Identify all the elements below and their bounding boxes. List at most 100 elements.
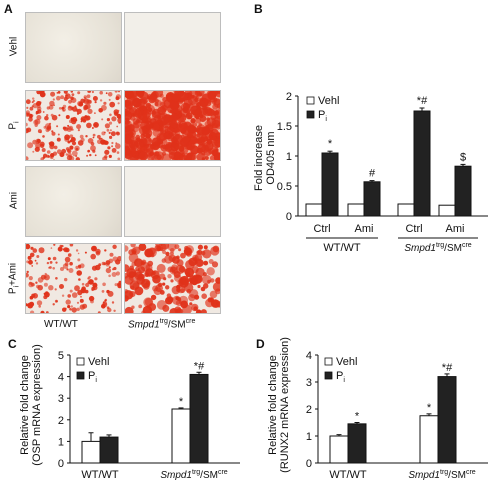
stain-spot [79, 298, 84, 303]
stain-spot [190, 143, 194, 147]
stain-spot [46, 150, 51, 154]
bar-pi-3 [454, 165, 472, 217]
stain-spot [71, 141, 77, 146]
stain-spot [189, 302, 193, 306]
stain-spot [49, 261, 53, 264]
stain-spot [125, 117, 130, 122]
stain-spot [132, 97, 142, 108]
stain-spot [69, 261, 73, 266]
stain-spot [30, 310, 35, 313]
stain-spot [125, 245, 129, 252]
stain-spot [125, 119, 130, 125]
stain-spot [32, 150, 35, 153]
panel-d-chart: D 0 1 2 3 4 Relative fold change (RUNX2 mRNA ex… [256, 337, 488, 481]
bar-pi-0 [347, 423, 367, 464]
y-tick-label-0: 0 [58, 458, 64, 470]
stain-spot [142, 109, 152, 118]
stain-spot [36, 138, 41, 144]
stain-spot [79, 304, 85, 310]
stain-spot [159, 105, 167, 113]
stain-spot [170, 279, 174, 283]
stain-spot [78, 264, 82, 268]
stain-spot [165, 285, 170, 290]
group-label-wt: WT/WT [323, 242, 361, 254]
stain-spot [195, 309, 202, 313]
stain-spot [172, 295, 182, 305]
panel-letter: C [8, 337, 17, 351]
stain-spot [53, 244, 56, 246]
stain-spot [39, 131, 42, 134]
stain-spot [201, 274, 212, 285]
stain-spot [200, 286, 206, 292]
stain-spot [194, 294, 200, 300]
stain-spot [99, 99, 103, 102]
y-tick-label-3: 1.5 [277, 121, 292, 133]
annotation-pi-1: *# [442, 362, 453, 374]
stain-spot [87, 108, 93, 114]
micrograph-r0-c1 [124, 12, 221, 83]
stain-spot [130, 150, 135, 156]
stain-spot [118, 91, 120, 93]
stain-spot [91, 91, 94, 94]
stain-spot [58, 107, 62, 110]
stain-spot [36, 300, 43, 306]
bar-vehl-0 [81, 440, 101, 464]
stain-spot [104, 155, 108, 159]
stain-spot [70, 117, 75, 122]
y-tick-label-4: 4 [58, 372, 64, 384]
stain-spot [151, 137, 162, 147]
stain-spot [104, 299, 107, 302]
stain-spot [54, 288, 57, 291]
stain-spot [197, 244, 203, 250]
stain-spot [26, 122, 28, 127]
stain-spot [191, 266, 199, 274]
stain-spot [173, 133, 180, 140]
stain-spot [201, 93, 212, 103]
stain-spot [79, 263, 85, 269]
stain-spot [77, 91, 81, 95]
stain-spot [31, 293, 36, 298]
stain-spot [80, 137, 85, 142]
stain-spot [50, 91, 56, 97]
stain-spot [111, 148, 117, 153]
stain-spot [27, 142, 34, 149]
stain-spot [104, 131, 106, 134]
stain-spot [69, 244, 74, 247]
stain-spot [94, 101, 97, 104]
stain-spot [27, 255, 32, 260]
stain-spot [200, 102, 207, 110]
stain-spot [100, 137, 103, 140]
stain-spot [84, 103, 91, 110]
stain-spot [31, 265, 33, 267]
stain-spot [116, 131, 120, 136]
stain-spot [101, 290, 105, 293]
stain-spot [64, 262, 69, 266]
annotation-0: * [328, 138, 333, 150]
stain-spot [150, 294, 157, 301]
stain-spot [212, 100, 217, 105]
stain-spot [38, 305, 41, 308]
stain-spot [176, 284, 186, 294]
y-axis-label: Fold increase OD405 nm [253, 125, 277, 191]
stain-spot [38, 247, 45, 254]
stain-spot [180, 252, 186, 259]
x-tick-label-smpd1: Smpd1trg/SMcre [408, 469, 475, 481]
annotation-vehl-1: * [427, 402, 432, 414]
y-tick-label-2: 2 [306, 404, 312, 416]
stain-spot [95, 248, 101, 255]
stain-spot [32, 248, 38, 253]
x-tick-label-smpd1: Smpd1trg/SMcre [160, 469, 227, 481]
micrograph-r2-c0 [25, 166, 122, 237]
stain-spot [101, 261, 106, 266]
stain-spot [69, 139, 73, 143]
stain-spot [203, 245, 208, 250]
stain-spot [214, 110, 220, 115]
bar-pi-1 [189, 373, 209, 464]
stain-spot [48, 104, 54, 110]
stain-spot [88, 295, 95, 302]
stain-spot [184, 245, 189, 251]
stain-pattern [125, 91, 220, 160]
stain-spot [108, 154, 112, 158]
y-tick-label-1: 0.5 [277, 181, 292, 193]
stain-spot [214, 113, 219, 118]
